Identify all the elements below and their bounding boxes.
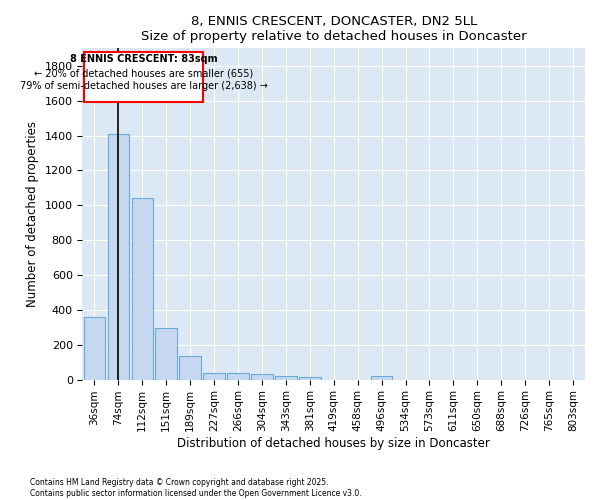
Text: ← 20% of detached houses are smaller (655): ← 20% of detached houses are smaller (65… (34, 68, 253, 78)
Bar (227, 374, 249, 380)
Text: 79% of semi-detached houses are larger (2,638) →: 79% of semi-detached houses are larger (… (20, 81, 268, 91)
Text: 8 ENNIS CRESCENT: 83sqm: 8 ENNIS CRESCENT: 83sqm (70, 54, 217, 64)
Bar (107, 134, 129, 380)
Bar (155, 328, 177, 380)
Text: Contains HM Land Registry data © Crown copyright and database right 2025.
Contai: Contains HM Land Registry data © Crown c… (30, 478, 362, 498)
Bar (131, 198, 153, 380)
Bar (251, 374, 273, 380)
Title: 8, ENNIS CRESCENT, DONCASTER, DN2 5LL
Size of property relative to detached hous: 8, ENNIS CRESCENT, DONCASTER, DN2 5LL Si… (141, 15, 527, 43)
Bar (83, 52, 203, 102)
Bar (371, 376, 392, 380)
Bar (275, 376, 296, 380)
Bar (203, 373, 225, 380)
Bar (83, 317, 105, 380)
Bar (179, 356, 201, 380)
X-axis label: Distribution of detached houses by size in Doncaster: Distribution of detached houses by size … (177, 437, 490, 450)
Y-axis label: Number of detached properties: Number of detached properties (26, 121, 39, 307)
Bar (299, 377, 320, 380)
